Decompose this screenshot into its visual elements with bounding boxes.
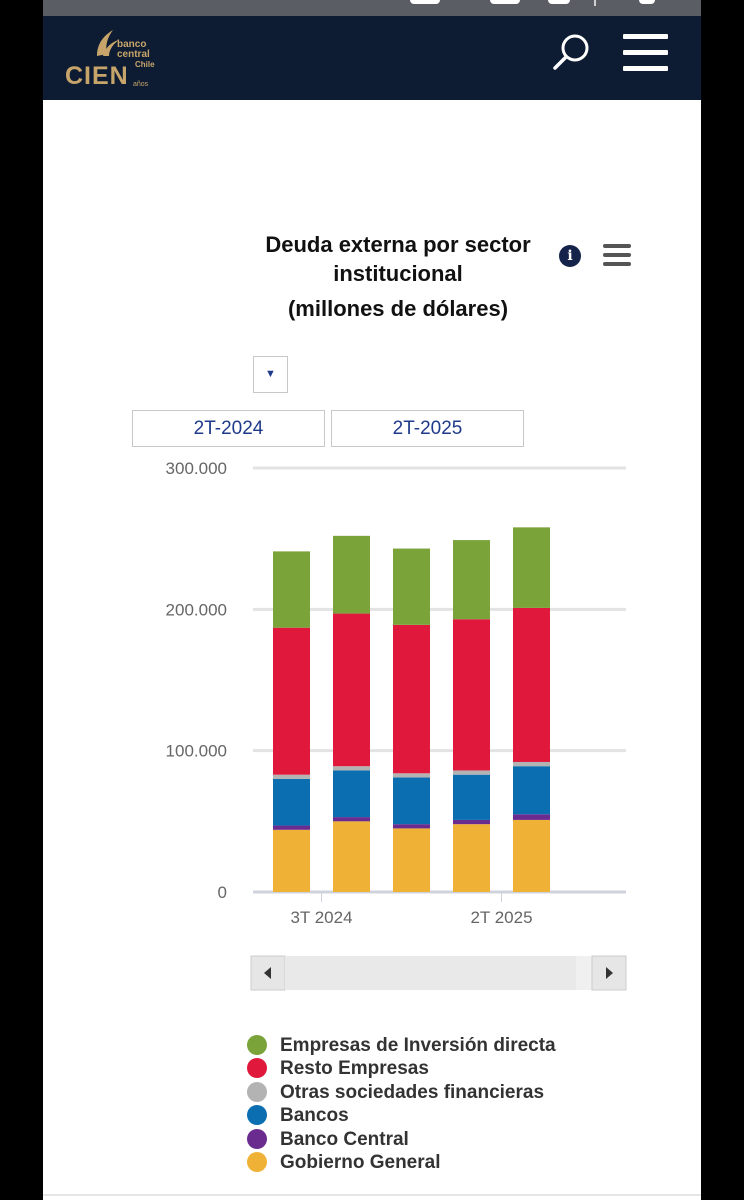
arrow-right-icon — [606, 967, 613, 979]
status-icon — [639, 0, 655, 4]
legend-label: Bancos — [280, 1105, 349, 1127]
search-button[interactable] — [549, 32, 593, 76]
bar-segment[interactable] — [513, 607, 550, 762]
info-icon[interactable]: i — [559, 245, 581, 267]
logo-text-banco: banco — [117, 39, 147, 50]
bar-segment[interactable] — [513, 766, 550, 815]
legend-label: Otras sociedades financieras — [280, 1081, 545, 1103]
divider — [43, 1194, 701, 1196]
bar-segment[interactable] — [513, 814, 550, 820]
legend-dot-icon — [247, 1151, 267, 1172]
bar-segment[interactable] — [513, 761, 550, 767]
page: banco central Chile CIEN años Deuda exte… — [43, 0, 701, 1200]
chart-title: Deuda externa por sector institucional — [265, 232, 531, 286]
bar-segment[interactable] — [393, 624, 430, 774]
bar-segment[interactable] — [273, 774, 310, 779]
bar-segment[interactable] — [393, 777, 430, 825]
legend-label: Gobierno General — [280, 1151, 441, 1173]
status-icon — [490, 0, 520, 4]
export-menu-icon[interactable] — [601, 244, 633, 268]
legend-dot-icon — [247, 1081, 267, 1102]
bar-segment[interactable] — [333, 817, 370, 822]
bar-segment[interactable] — [453, 819, 490, 825]
globe-icon[interactable] — [548, 0, 570, 4]
logo-swoosh-icon — [97, 30, 119, 56]
menu-bar — [603, 253, 631, 257]
legend-dot-icon — [247, 1128, 267, 1149]
legend-label: Resto Empresas — [280, 1058, 429, 1080]
y-tick-label: 200.000 — [166, 600, 227, 619]
bar-segment[interactable] — [273, 627, 310, 775]
menu-bar — [623, 34, 668, 39]
bar-segment[interactable] — [453, 774, 490, 820]
logo-text-central: central — [117, 49, 150, 60]
bar-segment[interactable] — [513, 527, 550, 608]
bar-segment[interactable] — [453, 540, 490, 620]
menu-bar — [603, 244, 631, 248]
bar-segment[interactable] — [333, 766, 370, 771]
bar-segment[interactable] — [453, 619, 490, 771]
stacked-bar-chart: 300.000 200.000 100.000 0 3T 2024 2T 2025 — [166, 459, 627, 991]
status-icon — [410, 0, 440, 4]
site-header: banco central Chile CIEN años — [43, 16, 701, 100]
x-tick-label: 2T 2025 — [470, 908, 532, 927]
bar-segment[interactable] — [453, 770, 490, 775]
y-tick-label: 100.000 — [166, 742, 227, 761]
top-status-strip — [43, 0, 701, 16]
bar-segment[interactable] — [333, 821, 370, 892]
y-tick-label: 0 — [218, 883, 227, 902]
bar-segment[interactable] — [333, 613, 370, 767]
bar-segment[interactable] — [273, 778, 310, 826]
bar-segment[interactable] — [333, 770, 370, 818]
menu-bar — [603, 262, 631, 266]
logo-text-anos: años — [133, 81, 149, 88]
legend-label: Empresas de Inversión directa — [280, 1035, 556, 1056]
bar-segment[interactable] — [393, 824, 430, 829]
period-dropdown[interactable]: ▼ — [253, 356, 288, 393]
range-to-input[interactable]: 2T-2025 — [331, 410, 524, 447]
range-from-input[interactable]: 2T-2024 — [132, 410, 325, 447]
legend-label: Banco Central — [280, 1128, 409, 1150]
logo-text-cien: CIEN — [65, 62, 129, 90]
bar-segment[interactable] — [393, 773, 430, 778]
bar-segment[interactable] — [273, 825, 310, 830]
divider — [594, 0, 596, 6]
legend-dot-icon — [247, 1058, 267, 1079]
bar-segment[interactable] — [393, 548, 430, 625]
scrollbar-thumb[interactable] — [285, 956, 576, 990]
x-tick-label: 3T 2024 — [290, 908, 352, 927]
bar-segment[interactable] — [513, 819, 550, 892]
arrow-left-icon — [264, 967, 271, 979]
bar-segment[interactable] — [333, 535, 370, 614]
chart-subtitle: (millones de dólares) — [287, 296, 509, 321]
legend-dot-icon — [247, 1035, 267, 1055]
logo-text-chile: Chile — [135, 60, 155, 69]
bar-segment[interactable] — [453, 824, 490, 892]
menu-bar — [623, 50, 668, 55]
search-icon — [553, 34, 589, 70]
bar-segment[interactable] — [273, 551, 310, 628]
hamburger-menu-icon[interactable] — [620, 34, 670, 74]
bar-segment[interactable] — [273, 829, 310, 892]
legend-dot-icon — [247, 1105, 267, 1126]
menu-bar — [623, 66, 668, 71]
logo[interactable]: banco central Chile CIEN años — [65, 28, 165, 90]
bar-segment[interactable] — [393, 828, 430, 892]
y-tick-label: 300.000 — [166, 459, 227, 478]
